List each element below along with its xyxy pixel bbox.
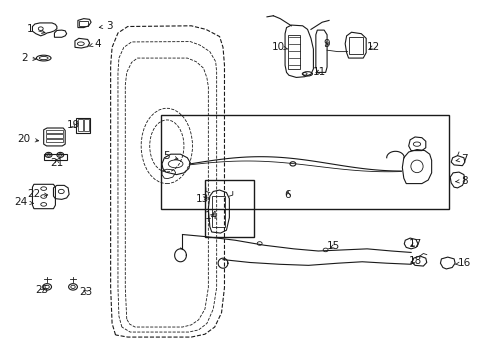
Bar [84, 119, 89, 131]
Text: 21: 21 [50, 158, 64, 168]
Bar [44, 154, 67, 160]
Text: 20: 20 [18, 134, 39, 144]
Text: 18: 18 [408, 256, 422, 266]
Bar [205, 180, 254, 237]
Text: 12: 12 [367, 42, 380, 52]
Text: 25: 25 [36, 285, 49, 296]
Text: 19: 19 [66, 121, 80, 130]
Bar [76, 118, 90, 133]
Bar [212, 196, 225, 227]
Text: 11: 11 [313, 67, 326, 77]
Bar [46, 139, 63, 142]
Text: 1: 1 [26, 24, 45, 34]
Text: 6: 6 [285, 190, 292, 200]
Text: 8: 8 [456, 176, 468, 186]
Bar [348, 37, 363, 54]
Text: 4: 4 [89, 39, 101, 49]
Bar [79, 21, 88, 26]
Text: 17: 17 [408, 239, 422, 249]
Text: 14: 14 [205, 211, 219, 221]
Text: 15: 15 [327, 241, 341, 251]
Text: 9: 9 [324, 39, 330, 49]
Bar [78, 119, 83, 131]
Text: 10: 10 [271, 42, 288, 51]
Bar [46, 130, 63, 134]
Bar [288, 35, 300, 69]
Text: 13: 13 [196, 194, 209, 204]
Bar [46, 134, 63, 138]
Text: 22: 22 [27, 189, 48, 199]
Text: 16: 16 [455, 258, 471, 268]
Text: 5: 5 [164, 150, 178, 161]
Text: 23: 23 [79, 287, 93, 297]
Text: 2: 2 [21, 53, 36, 63]
Text: 24: 24 [15, 197, 33, 207]
Bar [161, 116, 449, 210]
Text: 7: 7 [456, 154, 468, 164]
Text: 3: 3 [99, 21, 113, 31]
